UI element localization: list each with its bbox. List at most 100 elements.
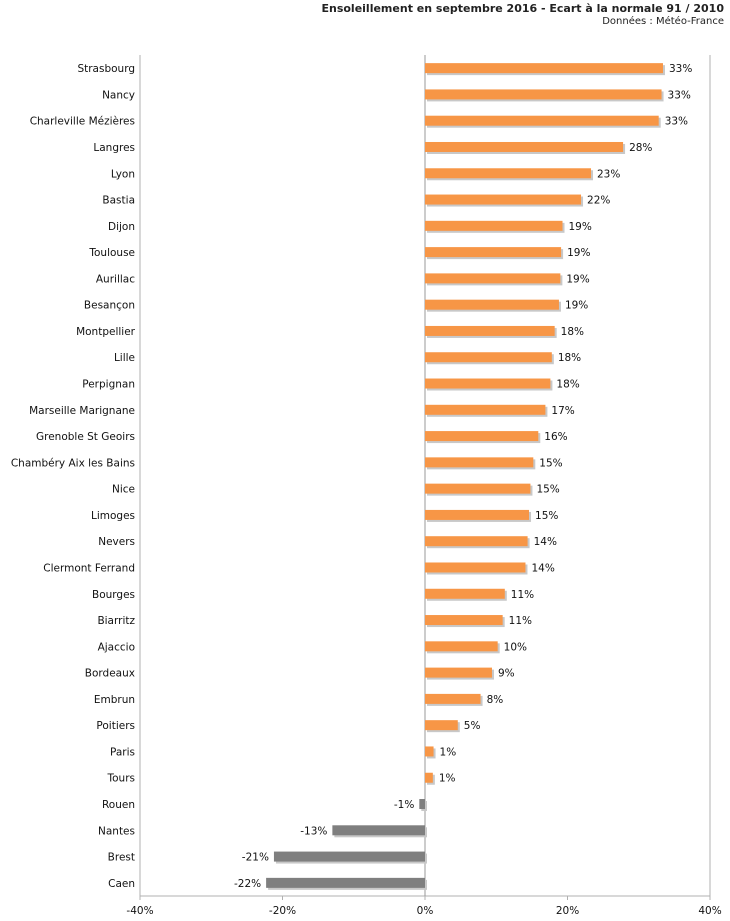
bar [425, 404, 546, 415]
bar [425, 746, 434, 757]
bar [273, 851, 425, 862]
data-label: 28% [629, 142, 652, 154]
data-label: 22% [587, 195, 610, 207]
data-label: 18% [556, 379, 579, 391]
bar [425, 693, 481, 704]
data-label: 33% [669, 63, 692, 75]
category-label: Langres [93, 142, 135, 154]
data-label: 9% [498, 668, 515, 680]
category-label: Tours [107, 773, 136, 785]
category-label: Chambéry Aix les Bains [11, 457, 135, 469]
bar [425, 772, 433, 783]
category-label: Limoges [91, 510, 135, 522]
category-label: Nancy [102, 89, 135, 101]
bar [425, 457, 534, 468]
category-label: Perpignan [82, 379, 135, 391]
category-label: Rouen [102, 799, 135, 811]
category-label: Bastia [102, 195, 135, 207]
data-label: 11% [511, 589, 534, 601]
data-label: 5% [464, 720, 481, 732]
data-label: -22% [234, 878, 261, 890]
category-label: Ajaccio [98, 641, 135, 653]
data-label: 23% [597, 168, 620, 180]
bar [425, 220, 563, 231]
data-label: 18% [558, 352, 581, 364]
category-label: Bordeaux [85, 668, 135, 680]
data-label: 15% [539, 457, 562, 469]
bar [425, 325, 555, 336]
data-label: 15% [535, 510, 558, 522]
x-tick-label: 20% [556, 905, 579, 917]
category-label: Dijon [108, 221, 135, 233]
category-label: Paris [110, 746, 135, 758]
category-label: Poitiers [96, 720, 135, 732]
category-label: Biarritz [97, 615, 135, 627]
data-label: 19% [567, 247, 590, 259]
x-tick-label: -20% [269, 905, 296, 917]
data-label: 33% [665, 116, 688, 128]
bar [425, 483, 531, 494]
bar [266, 877, 425, 888]
category-label: Strasbourg [77, 63, 135, 75]
bar [425, 588, 505, 599]
bar [425, 194, 582, 205]
bar [419, 799, 425, 810]
data-label: -21% [242, 852, 269, 864]
bar [425, 667, 492, 678]
category-label: Nice [112, 484, 135, 496]
category-label: Aurillac [96, 273, 135, 285]
data-label: 16% [544, 431, 567, 443]
data-label: 19% [569, 221, 592, 233]
data-label: 1% [440, 746, 457, 758]
category-label: Caen [108, 878, 135, 890]
bar [425, 431, 539, 442]
bar [425, 378, 551, 389]
data-label: 19% [566, 273, 589, 285]
category-label: Montpellier [76, 326, 136, 338]
category-label: Embrun [94, 694, 135, 706]
bar [425, 273, 561, 284]
x-tick-label: 40% [698, 905, 721, 917]
data-label: 10% [504, 641, 527, 653]
data-label: -13% [300, 825, 327, 837]
data-label: 11% [509, 615, 532, 627]
data-label: 33% [668, 89, 691, 101]
category-label: Clermont Ferrand [43, 562, 135, 574]
category-label: Charleville Mézières [30, 116, 135, 128]
chart-title: Ensoleillement en septembre 2016 - Ecart… [321, 2, 724, 15]
bar [425, 141, 624, 152]
bar [332, 825, 425, 836]
category-label: Grenoble St Geoirs [36, 431, 135, 443]
bar [425, 720, 458, 731]
category-label: Nantes [98, 825, 135, 837]
category-label: Bourges [92, 589, 135, 601]
bar [425, 641, 498, 652]
data-label: 18% [561, 326, 584, 338]
category-label: Nevers [98, 536, 135, 548]
category-label: Toulouse [88, 247, 135, 259]
data-label: 1% [439, 773, 456, 785]
bar [425, 562, 526, 573]
chart-subtitle: Données : Météo-France [602, 16, 724, 27]
data-label: -1% [394, 799, 414, 811]
data-label: 14% [531, 562, 554, 574]
category-label: Lyon [111, 168, 135, 180]
category-label: Lille [114, 352, 135, 364]
bar [425, 615, 503, 626]
category-label: Besançon [84, 300, 135, 312]
bar [425, 89, 662, 100]
data-label: 8% [487, 694, 504, 706]
bar [425, 115, 659, 126]
bar [425, 247, 562, 258]
category-label: Marseille Marignane [29, 405, 135, 417]
data-label: 15% [536, 484, 559, 496]
data-label: 19% [565, 300, 588, 312]
bar [425, 299, 559, 310]
x-tick-label: 0% [417, 905, 434, 917]
x-tick-label: -40% [126, 905, 153, 917]
bar [425, 63, 663, 74]
bar [425, 509, 530, 520]
data-label: 14% [534, 536, 557, 548]
bar [425, 536, 528, 547]
